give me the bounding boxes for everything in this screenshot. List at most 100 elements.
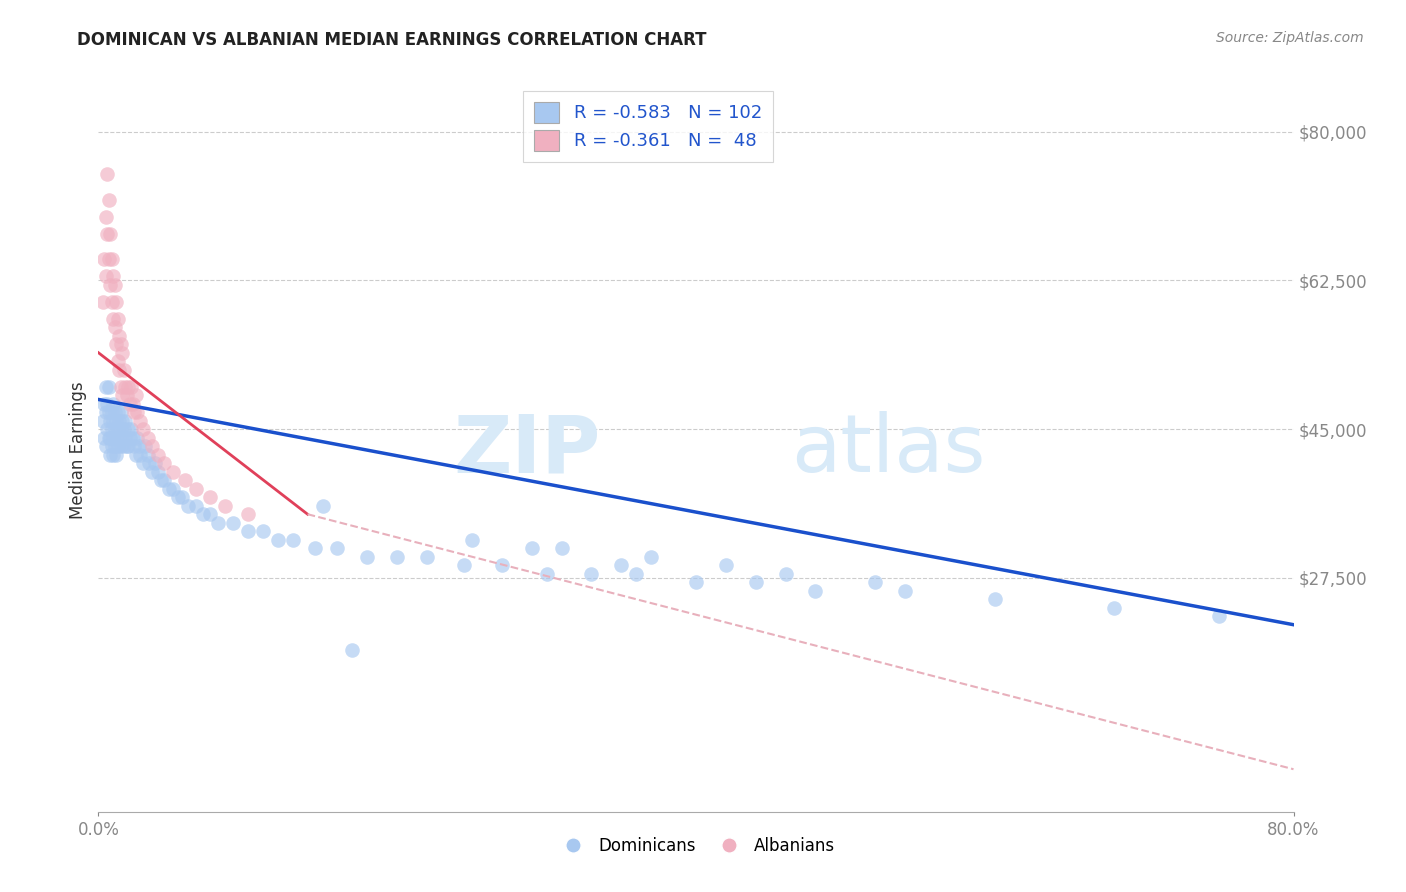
Point bbox=[105, 431, 128, 445]
Point bbox=[150, 473, 173, 487]
Point bbox=[804, 583, 827, 598]
Point bbox=[184, 482, 207, 496]
Point bbox=[97, 405, 120, 419]
Point bbox=[108, 328, 131, 343]
Point bbox=[326, 541, 349, 556]
Text: DOMINICAN VS ALBANIAN MEDIAN EARNINGS CORRELATION CHART: DOMINICAN VS ALBANIAN MEDIAN EARNINGS CO… bbox=[77, 31, 707, 49]
Point bbox=[114, 431, 136, 445]
Point bbox=[172, 490, 194, 504]
Point bbox=[103, 414, 125, 428]
Point bbox=[107, 405, 129, 419]
Point bbox=[461, 533, 484, 547]
Point bbox=[112, 362, 135, 376]
Point bbox=[984, 592, 1007, 607]
Point bbox=[236, 524, 259, 539]
Point bbox=[98, 448, 122, 462]
Point bbox=[491, 558, 513, 573]
Point bbox=[125, 448, 148, 462]
Point bbox=[118, 397, 141, 411]
Point bbox=[581, 566, 603, 581]
Point bbox=[110, 380, 132, 394]
Point bbox=[93, 252, 115, 267]
Point bbox=[96, 397, 118, 411]
Point bbox=[94, 380, 117, 394]
Point bbox=[112, 439, 135, 453]
Point bbox=[207, 516, 229, 530]
Point bbox=[98, 277, 122, 292]
Point bbox=[93, 431, 115, 445]
Point bbox=[117, 422, 139, 436]
Point bbox=[685, 575, 707, 590]
Point bbox=[162, 482, 184, 496]
Point bbox=[104, 277, 127, 292]
Point bbox=[124, 405, 146, 419]
Point bbox=[104, 422, 127, 436]
Point bbox=[110, 405, 132, 419]
Point bbox=[111, 431, 134, 445]
Point bbox=[103, 448, 125, 462]
Point bbox=[453, 558, 475, 573]
Point bbox=[200, 507, 222, 521]
Point bbox=[121, 397, 143, 411]
Point bbox=[108, 362, 131, 376]
Point bbox=[112, 422, 135, 436]
Point bbox=[105, 294, 128, 309]
Point bbox=[108, 414, 131, 428]
Text: atlas: atlas bbox=[792, 411, 986, 490]
Point bbox=[103, 431, 125, 445]
Point bbox=[775, 566, 797, 581]
Point bbox=[97, 252, 120, 267]
Point bbox=[98, 227, 122, 241]
Point bbox=[114, 380, 136, 394]
Point bbox=[141, 465, 163, 479]
Point bbox=[136, 448, 159, 462]
Point bbox=[115, 388, 138, 402]
Point bbox=[745, 575, 768, 590]
Point bbox=[153, 456, 176, 470]
Point bbox=[311, 499, 333, 513]
Point bbox=[894, 583, 917, 598]
Legend: Dominicans, Albanians: Dominicans, Albanians bbox=[550, 830, 842, 861]
Point bbox=[103, 311, 125, 326]
Point bbox=[121, 431, 143, 445]
Point bbox=[96, 422, 118, 436]
Point bbox=[610, 558, 633, 573]
Point bbox=[129, 448, 152, 462]
Point bbox=[148, 448, 170, 462]
Point bbox=[177, 499, 200, 513]
Y-axis label: Median Earnings: Median Earnings bbox=[69, 382, 87, 519]
Point bbox=[640, 549, 662, 564]
Point bbox=[93, 397, 115, 411]
Text: Source: ZipAtlas.com: Source: ZipAtlas.com bbox=[1216, 31, 1364, 45]
Point bbox=[101, 294, 124, 309]
Point bbox=[162, 465, 184, 479]
Point bbox=[94, 210, 117, 224]
Point bbox=[132, 422, 155, 436]
Point bbox=[104, 405, 127, 419]
Point bbox=[111, 345, 134, 359]
Point bbox=[96, 227, 118, 241]
Point bbox=[101, 422, 124, 436]
Point bbox=[101, 405, 124, 419]
Point bbox=[191, 507, 214, 521]
Point bbox=[98, 414, 122, 428]
Point bbox=[157, 482, 180, 496]
Point bbox=[94, 439, 117, 453]
Point bbox=[117, 439, 139, 453]
Point bbox=[114, 414, 136, 428]
Point bbox=[125, 388, 148, 402]
Point bbox=[101, 252, 124, 267]
Point bbox=[356, 549, 378, 564]
Point bbox=[520, 541, 543, 556]
Point bbox=[94, 269, 117, 284]
Text: ZIP: ZIP bbox=[453, 411, 600, 490]
Point bbox=[1208, 609, 1230, 624]
Point bbox=[110, 422, 132, 436]
Point bbox=[111, 414, 134, 428]
Point bbox=[103, 269, 125, 284]
Point bbox=[117, 380, 139, 394]
Point bbox=[124, 439, 146, 453]
Point bbox=[110, 439, 132, 453]
Point bbox=[252, 524, 274, 539]
Point bbox=[91, 294, 114, 309]
